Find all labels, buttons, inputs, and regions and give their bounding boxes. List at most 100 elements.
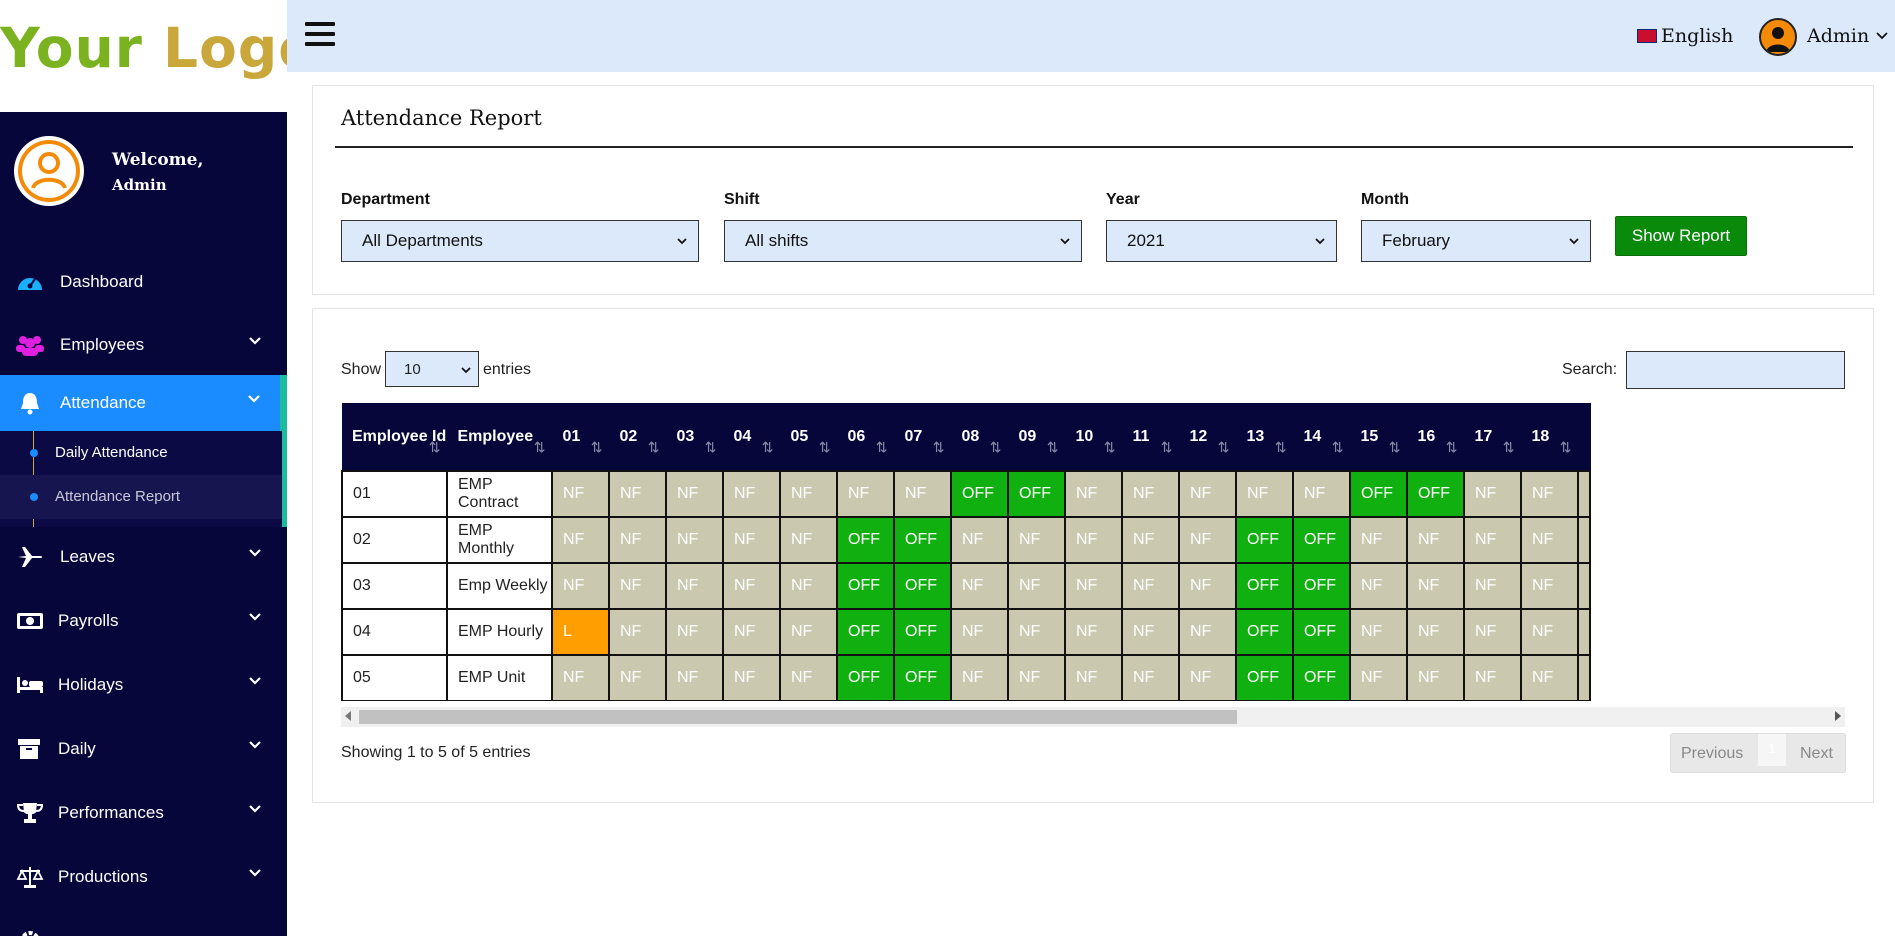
language-selector[interactable]: English: [1637, 25, 1733, 47]
sidebar-item-attendance[interactable]: Attendance: [0, 375, 282, 431]
attendance-cell: NF: [1520, 654, 1579, 701]
sidebar-subitem-attendance-report[interactable]: Attendance Report: [0, 475, 282, 519]
attendance-cell: L: [551, 608, 610, 656]
sidebar-item-daily[interactable]: Daily: [0, 721, 287, 777]
header-day[interactable]: 08 ⇅: [951, 403, 1009, 471]
show-report-button[interactable]: Show Report: [1615, 216, 1747, 256]
users-icon: [16, 333, 44, 357]
sidebar-item-productions[interactable]: Productions: [0, 849, 287, 905]
logo[interactable]: Your Logo: [0, 16, 317, 80]
attendance-cell: NF: [1121, 654, 1180, 701]
attendance-cell: NF: [1121, 470, 1180, 518]
attendance-cell: NF: [1178, 608, 1237, 656]
attendance-cell: NF: [551, 562, 610, 610]
sort-icon: ⇅: [1502, 439, 1515, 455]
attendance-cell: NF: [1064, 654, 1123, 701]
header-day[interactable]: 13 ⇅: [1236, 403, 1294, 471]
welcome-block: Welcome, Admin: [14, 136, 274, 206]
scroll-left-icon[interactable]: [345, 711, 351, 721]
sidebar-item-dashboard[interactable]: Dashboard: [0, 254, 287, 310]
header-day[interactable]: 10 ⇅: [1065, 403, 1123, 471]
sort-icon: ⇅: [818, 439, 831, 455]
year-select[interactable]: 2021: [1106, 220, 1337, 262]
sidebar-item-holidays[interactable]: Holidays: [0, 657, 287, 713]
attendance-cell: NF: [665, 608, 724, 656]
attendance-cell: NF: [551, 516, 610, 564]
header-day[interactable]: 09 ⇅: [1008, 403, 1066, 471]
table-row: 04 EMP Hourly L NF NF NF NF OFF OFF NF NF NF NF NF OFF…: [341, 608, 1591, 656]
page-1-button[interactable]: 1: [1758, 734, 1786, 766]
sidebar-item-payrolls[interactable]: Payrolls: [0, 593, 287, 649]
sort-icon: ⇅: [1103, 439, 1116, 455]
entries-length-select[interactable]: 10: [385, 351, 479, 387]
header-day[interactable]: 07 ⇅: [894, 403, 952, 471]
attendance-cell: NF: [722, 470, 781, 518]
sort-icon: ⇅: [1046, 439, 1059, 455]
attendance-cell: OFF: [1235, 562, 1294, 610]
header-day[interactable]: 18 ⇅: [1521, 403, 1579, 471]
header-employee-id[interactable]: Employee Id ⇅: [342, 403, 448, 471]
sort-icon: ⇅: [1274, 439, 1287, 455]
table-row: 05 EMP Unit NF NF NF NF NF OFF OFF NF NF NF NF NF OFF O…: [341, 654, 1591, 701]
employee-name-cell: EMP Monthly: [446, 516, 553, 564]
scrollbar-thumb[interactable]: [359, 710, 1237, 724]
page-title: Attendance Report: [341, 106, 542, 130]
header-day[interactable]: 04 ⇅: [723, 403, 781, 471]
sidebar-item-employees[interactable]: Employees: [0, 317, 287, 373]
sidebar-item-settings[interactable]: [0, 913, 287, 936]
sort-icon: ⇅: [1559, 439, 1572, 455]
month-select[interactable]: February: [1361, 220, 1591, 262]
sort-icon: ⇅: [533, 439, 546, 455]
header-day[interactable]: 02 ⇅: [609, 403, 667, 471]
admin-avatar-icon[interactable]: [1759, 18, 1797, 56]
header-day[interactable]: 06 ⇅: [837, 403, 895, 471]
attendance-cell: [1577, 516, 1591, 564]
admin-menu[interactable]: Admin: [1807, 25, 1889, 47]
header-day[interactable]: 16 ⇅: [1407, 403, 1465, 471]
attendance-cell: OFF: [893, 562, 952, 610]
chevron-down-icon: [1060, 238, 1070, 245]
employee-name-cell: EMP Hourly: [446, 608, 553, 656]
attendance-cell: NF: [551, 470, 610, 518]
header-day[interactable]: 15 ⇅: [1350, 403, 1408, 471]
scroll-right-icon[interactable]: [1835, 711, 1841, 721]
attendance-cell: NF: [1064, 470, 1123, 518]
header-day[interactable]: 14 ⇅: [1293, 403, 1351, 471]
sidebar-item-leaves[interactable]: Leaves: [0, 529, 287, 585]
header-day[interactable]: 01 ⇅: [552, 403, 610, 471]
sidebar-subitem-daily-attendance[interactable]: Daily Attendance: [0, 431, 282, 475]
header-day[interactable]: 11 ⇅: [1122, 403, 1180, 471]
menu-toggle-icon[interactable]: [305, 22, 335, 48]
plane-icon: [16, 545, 44, 569]
attendance-cell: NF: [1007, 516, 1066, 564]
attendance-cell: NF: [1349, 562, 1408, 610]
attendance-cell: NF: [665, 470, 724, 518]
shift-select[interactable]: All shifts: [724, 220, 1082, 262]
attendance-cell: NF: [1463, 470, 1522, 518]
attendance-cell: NF: [1178, 562, 1237, 610]
attendance-cell: NF: [779, 562, 838, 610]
attendance-cell: NF: [893, 470, 952, 518]
horizontal-scrollbar[interactable]: [341, 707, 1845, 727]
sort-icon: ⇅: [761, 439, 774, 455]
topbar: English Admin: [287, 0, 1895, 72]
header-day[interactable]: 12 ⇅: [1179, 403, 1237, 471]
search-input[interactable]: [1626, 351, 1845, 389]
previous-button[interactable]: Previous: [1681, 745, 1744, 762]
attendance-cell: OFF: [1292, 562, 1351, 610]
sidebar-item-performances[interactable]: Performances: [0, 785, 287, 841]
header-employee[interactable]: Employee ⇅: [447, 403, 553, 471]
attendance-cell: NF: [1235, 470, 1294, 518]
scale-icon: [16, 865, 44, 889]
next-button[interactable]: Next: [1800, 745, 1833, 762]
department-select[interactable]: All Departments: [341, 220, 699, 262]
table-row: 02 EMP Monthly NF NF NF NF NF OFF OFF NF NF NF NF NF O…: [341, 516, 1591, 564]
header-day[interactable]: 05 ⇅: [780, 403, 838, 471]
attendance-cell: [1577, 608, 1591, 656]
header-day[interactable]: 17 ⇅: [1464, 403, 1522, 471]
employee-name-cell: EMP Contract: [446, 470, 553, 518]
header-day[interactable]: 03 ⇅: [666, 403, 724, 471]
chevron-down-icon: [247, 865, 263, 881]
chevron-down-icon: [247, 737, 263, 753]
attendance-cell: NF: [1520, 608, 1579, 656]
